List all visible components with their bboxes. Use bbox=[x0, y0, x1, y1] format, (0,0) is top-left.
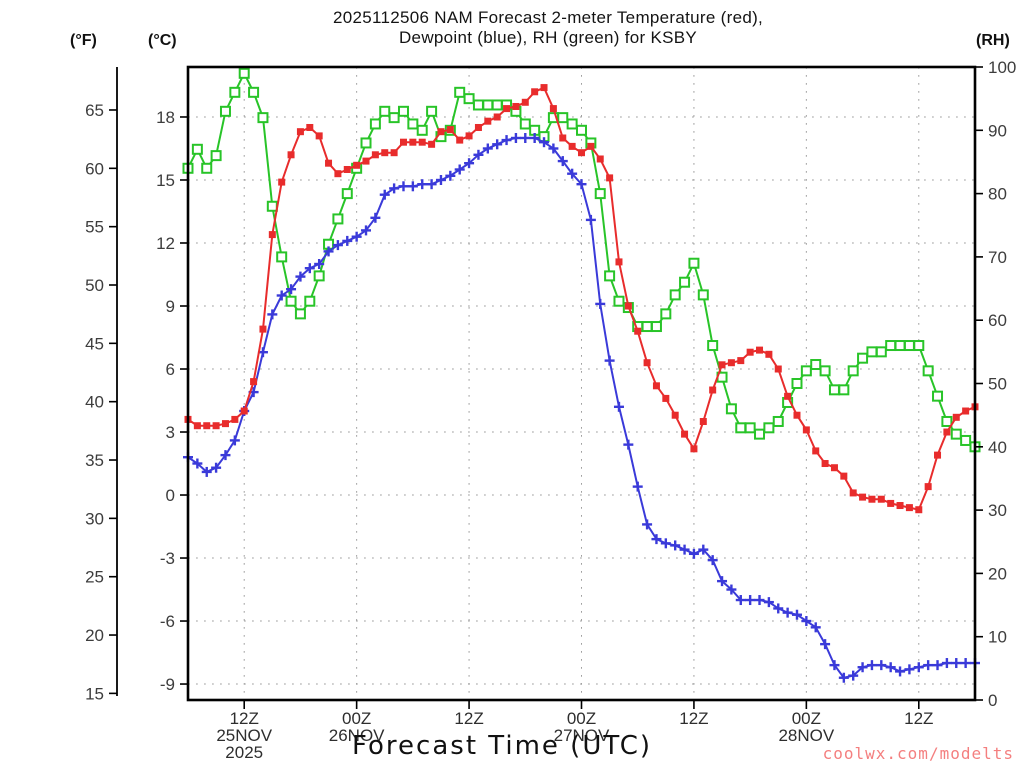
svg-text:15: 15 bbox=[156, 171, 175, 190]
svg-text:50: 50 bbox=[85, 276, 104, 295]
svg-text:00Z: 00Z bbox=[567, 709, 596, 728]
svg-text:-6: -6 bbox=[160, 612, 175, 631]
svg-text:90: 90 bbox=[988, 121, 1007, 140]
fahrenheit-unit-label: (°F) bbox=[70, 32, 97, 49]
temperature-series bbox=[184, 84, 979, 514]
svg-text:25: 25 bbox=[85, 568, 104, 587]
rh-series bbox=[182, 67, 981, 453]
svg-text:12Z: 12Z bbox=[230, 709, 259, 728]
svg-text:12Z: 12Z bbox=[454, 709, 483, 728]
svg-text:0: 0 bbox=[988, 691, 997, 710]
svg-text:26NOV: 26NOV bbox=[329, 726, 385, 745]
svg-text:20: 20 bbox=[988, 564, 1007, 583]
svg-text:80: 80 bbox=[988, 185, 1007, 204]
fahrenheit-axis: 65 60 55 50 45 40 35 30 25 20 15 bbox=[85, 67, 118, 703]
svg-text:10: 10 bbox=[988, 628, 1007, 647]
dewpoint-series bbox=[183, 132, 980, 683]
gridlines bbox=[188, 67, 975, 700]
svg-text:60: 60 bbox=[85, 159, 104, 178]
celsius-unit-label: (°C) bbox=[148, 32, 177, 49]
svg-text:35: 35 bbox=[85, 451, 104, 470]
svg-text:60: 60 bbox=[988, 311, 1007, 330]
svg-text:3: 3 bbox=[166, 423, 175, 442]
svg-text:-3: -3 bbox=[160, 549, 175, 568]
svg-text:20: 20 bbox=[85, 626, 104, 645]
svg-text:0: 0 bbox=[166, 486, 175, 505]
rh-unit-label: (RH) bbox=[976, 32, 1010, 49]
svg-text:40: 40 bbox=[988, 438, 1007, 457]
svg-text:12: 12 bbox=[156, 234, 175, 253]
svg-text:45: 45 bbox=[85, 334, 104, 353]
svg-text:70: 70 bbox=[988, 248, 1007, 267]
svg-text:30: 30 bbox=[988, 501, 1007, 520]
svg-text:28NOV: 28NOV bbox=[778, 726, 834, 745]
svg-text:9: 9 bbox=[166, 297, 175, 316]
svg-text:65: 65 bbox=[85, 101, 104, 120]
svg-text:55: 55 bbox=[85, 218, 104, 237]
x-axis-title: Forecast Time (UTC) bbox=[352, 731, 653, 761]
svg-text:12Z: 12Z bbox=[679, 709, 708, 728]
celsius-axis: 18 15 12 9 6 3 0 -3 -6 -9 bbox=[156, 108, 188, 694]
svg-text:40: 40 bbox=[85, 393, 104, 412]
svg-text:50: 50 bbox=[988, 375, 1007, 394]
svg-text:30: 30 bbox=[85, 509, 104, 528]
svg-text:00Z: 00Z bbox=[792, 709, 821, 728]
chart-title-line1: 2025112506 NAM Forecast 2-meter Temperat… bbox=[332, 8, 764, 27]
svg-text:27NOV: 27NOV bbox=[554, 726, 610, 745]
svg-text:-9: -9 bbox=[160, 675, 175, 694]
svg-text:6: 6 bbox=[166, 360, 175, 379]
plot-frame bbox=[186, 65, 977, 702]
svg-text:00Z: 00Z bbox=[342, 709, 371, 728]
chart-title-line2: Dewpoint (blue), RH (green) for KSBY bbox=[398, 28, 698, 47]
svg-text:18: 18 bbox=[156, 108, 175, 127]
watermark-link[interactable]: coolwx.com/modelts bbox=[822, 744, 1014, 763]
svg-text:2025: 2025 bbox=[225, 743, 263, 762]
svg-text:25NOV: 25NOV bbox=[216, 726, 272, 745]
chart-title: 2025112506 NAM Forecast 2-meter Temperat… bbox=[188, 8, 908, 48]
svg-text:100: 100 bbox=[988, 58, 1016, 77]
svg-text:12Z: 12Z bbox=[904, 709, 933, 728]
svg-text:15: 15 bbox=[85, 684, 104, 703]
